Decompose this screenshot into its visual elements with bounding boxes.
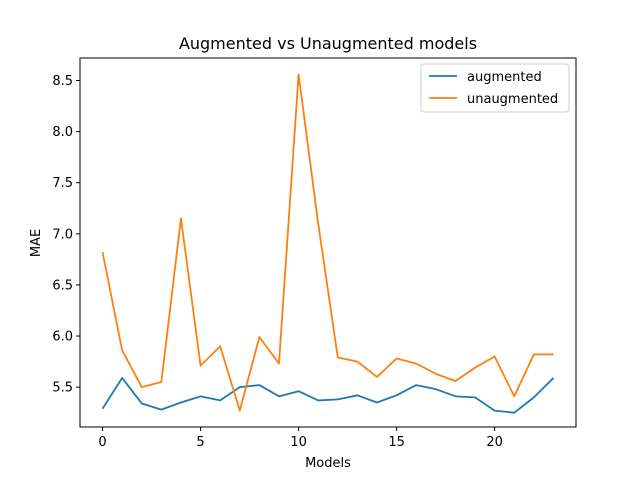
series-line-unaugmented <box>101 73 554 412</box>
x-axis-label: Models <box>305 456 351 471</box>
y-tick-label: 6.0 <box>52 330 73 345</box>
series-layer <box>101 73 555 414</box>
y-tick-label: 7.0 <box>52 227 73 242</box>
y-axis-ticks: 5.5 6.0 6.5 7.0 7.5 8.0 8.5 <box>52 74 80 396</box>
y-tick-label: 6.5 <box>52 278 73 293</box>
y-tick-label: 7.5 <box>52 176 73 191</box>
x-tick-label: 10 <box>290 435 307 450</box>
x-tick-label: 20 <box>486 435 503 450</box>
x-axis-ticks: 0 5 10 15 20 <box>98 427 503 450</box>
series-line-augmented <box>101 377 555 414</box>
y-axis-label: MAE <box>29 229 44 257</box>
y-tick-label: 8.0 <box>52 125 73 140</box>
plot-frame <box>79 57 577 428</box>
x-tick-label: 5 <box>196 435 204 450</box>
legend-label-augmented: augmented <box>467 70 542 85</box>
y-tick-label: 8.5 <box>52 74 73 89</box>
x-tick-label: 15 <box>388 435 405 450</box>
chart-title: Augmented vs Unaugmented models <box>179 34 477 53</box>
legend-label-unaugmented: unaugmented <box>467 92 558 107</box>
legend-box <box>420 63 570 113</box>
legend: augmented unaugmented <box>420 63 570 113</box>
x-tick-label: 0 <box>98 435 106 450</box>
y-tick-label: 5.5 <box>52 381 73 396</box>
